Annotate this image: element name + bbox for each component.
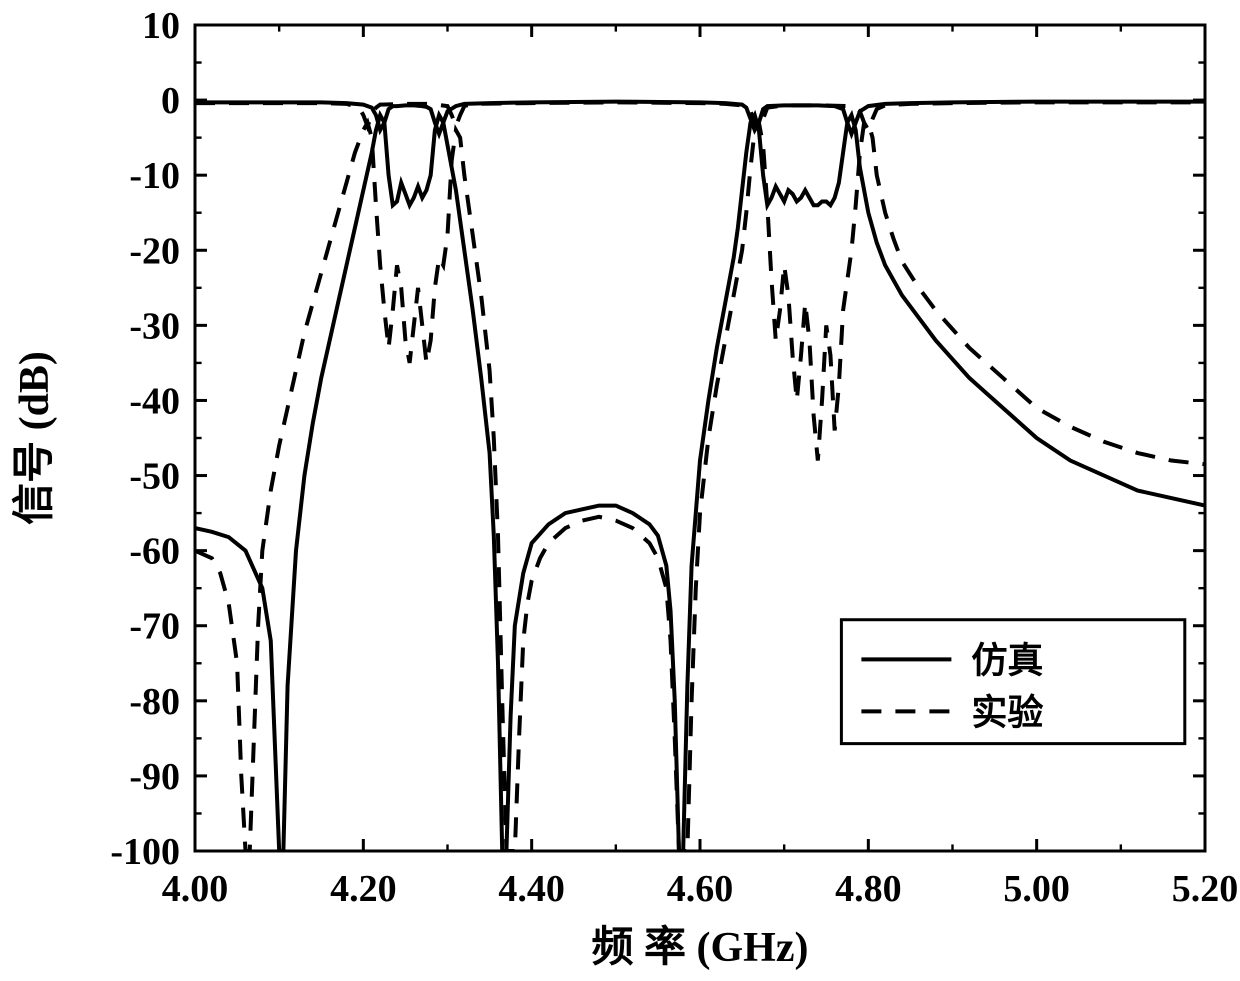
chart-svg: 4.004.204.404.604.805.005.20-100-90-80-7… [0,0,1240,981]
y-tick-label: -100 [110,831,180,873]
y-tick-label: -50 [129,456,180,498]
x-tick-label: 4.40 [498,868,565,910]
legend-label: 仿真 [971,640,1043,680]
x-tick-label: 4.20 [330,868,397,910]
x-tick-label: 4.80 [835,868,902,910]
y-tick-label: -30 [129,305,180,347]
y-tick-label: -70 [129,606,180,648]
legend-label: 实验 [971,692,1043,732]
y-tick-label: -90 [129,756,180,798]
filter-response-chart: 4.004.204.404.604.805.005.20-100-90-80-7… [0,0,1240,981]
x-tick-label: 4.00 [162,868,229,910]
y-axis-label: 信号 (dB) [11,351,58,525]
y-tick-label: -10 [129,155,180,197]
x-axis-label: 频 率 (GHz) [592,924,809,971]
y-tick-label: -40 [129,380,180,422]
x-tick-label: 5.20 [1172,868,1239,910]
y-tick-label: 10 [142,5,180,47]
y-tick-label: -80 [129,681,180,723]
x-tick-label: 4.60 [667,868,734,910]
y-tick-label: -60 [129,531,180,573]
x-tick-label: 5.00 [1003,868,1070,910]
y-tick-label: 0 [161,80,180,122]
y-tick-label: -20 [129,230,180,272]
